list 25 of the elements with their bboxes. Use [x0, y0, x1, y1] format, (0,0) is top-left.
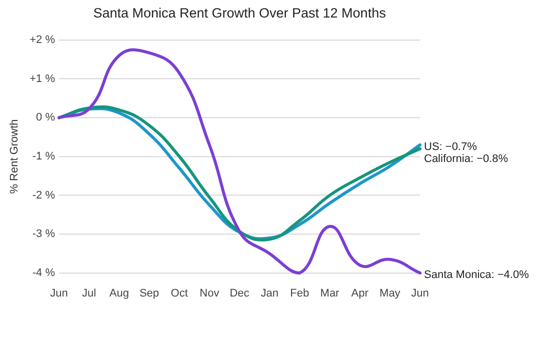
- x-tick-label: Feb: [290, 288, 310, 300]
- text: Santa Monica: −4.0%: [424, 269, 530, 282]
- y-tick-label: -1 %: [32, 150, 56, 163]
- x-tick-label: Apr: [351, 288, 369, 300]
- x-tick-label: Sep: [139, 288, 160, 300]
- y-tick-label: +2 %: [30, 34, 56, 46]
- y-tick-label: -3 %: [32, 228, 56, 240]
- y-tick-label: -2 %: [32, 189, 56, 202]
- x-tick-label: Jan: [260, 288, 278, 300]
- text: California: −0.8%: [424, 152, 508, 165]
- chart-title: Santa Monica Rent Growth Over Past 12 Months: [93, 6, 386, 21]
- x-tick-label: Nov: [200, 288, 220, 300]
- y-tick-label: -4 %: [32, 267, 56, 280]
- text: US: −0.7%: [424, 140, 478, 153]
- y-tick-label: 0 %: [36, 112, 56, 124]
- x-tick-label: Aug: [109, 288, 129, 300]
- y-axis-title: % Rent Growth: [8, 119, 21, 194]
- y-tick-label: +1 %: [30, 72, 56, 85]
- x-tick-label: Jul: [82, 288, 96, 300]
- x-tick-label: May: [380, 288, 401, 300]
- x-tick-label: Jun: [50, 288, 68, 300]
- x-tick-label: Mar: [320, 288, 340, 300]
- x-tick-label: Oct: [170, 288, 188, 300]
- x-tick-label: Dec: [230, 288, 250, 300]
- x-tick-label: Jun: [411, 288, 429, 300]
